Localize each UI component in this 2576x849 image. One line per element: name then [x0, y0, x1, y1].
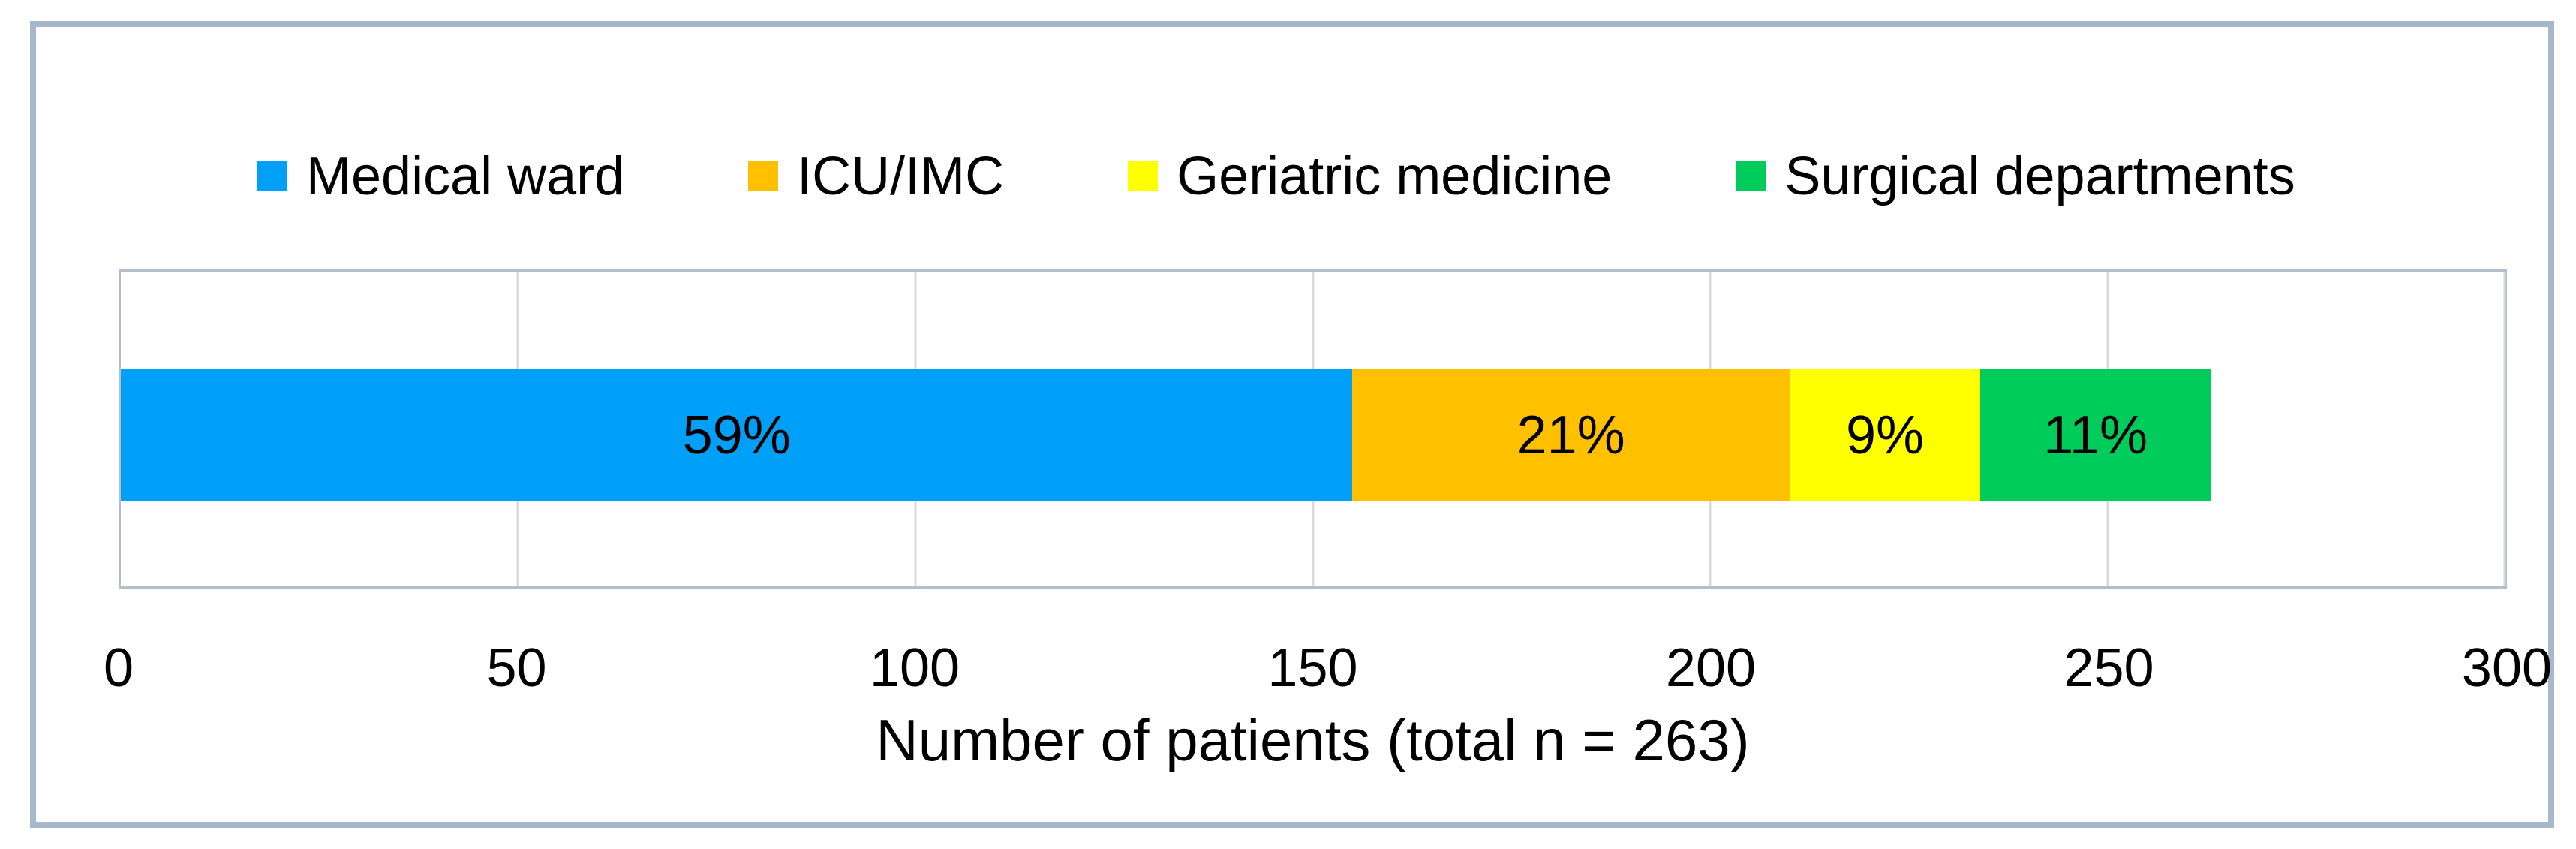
segment-percent-label: 59%	[682, 405, 791, 465]
legend-label: Medical ward	[306, 146, 625, 206]
legend-swatch-icon	[748, 161, 779, 191]
plot-area: 59% 21% 9% 11%	[119, 269, 2507, 589]
x-tick-label-250: 250	[2064, 638, 2154, 698]
legend-swatch-icon	[1128, 161, 1159, 191]
bar-segment-geriatric-medicine: 9%	[1789, 369, 1981, 501]
legend-item-geriatric-medicine: Geriatric medicine	[1128, 149, 1612, 203]
x-axis-title: Number of patients (total n = 263)	[876, 707, 1750, 773]
legend-label: ICU/IMC	[797, 146, 1005, 206]
legend-item-icu-imc: ICU/IMC	[748, 149, 1004, 203]
gridline-300	[2503, 272, 2506, 586]
segment-percent-label: 9%	[1845, 405, 1924, 465]
segment-percent-label: 11%	[2043, 405, 2148, 465]
x-tick-label-0: 0	[103, 638, 134, 698]
x-tick-label-50: 50	[486, 638, 547, 698]
x-tick-label-100: 100	[869, 638, 960, 698]
x-tick-label-300: 300	[2461, 638, 2553, 698]
legend-swatch-icon	[1736, 161, 1766, 191]
legend-label: Geriatric medicine	[1177, 146, 1613, 206]
bar-segment-medical-ward: 59%	[121, 369, 1353, 501]
segment-percent-label: 21%	[1516, 405, 1625, 465]
legend-item-medical-ward: Medical ward	[257, 149, 624, 203]
legend-item-surgical-departments: Surgical departments	[1736, 149, 2295, 203]
bar-segment-icu-imc: 21%	[1352, 369, 1790, 501]
x-tick-label-150: 150	[1267, 638, 1358, 698]
legend-swatch-icon	[257, 161, 287, 191]
bar-segment-surgical-departments: 11%	[1980, 369, 2211, 501]
chart-frame: Medical ward ICU/IMC Geriatric medicine Sur…	[30, 21, 2554, 828]
stacked-bar: 59% 21% 9% 11%	[121, 369, 2505, 501]
x-axis-ticks: 0 50 100 150 200 250 300	[104, 638, 2552, 709]
legend: Medical ward ICU/IMC Geriatric medicine Sur…	[257, 139, 2473, 214]
legend-label: Surgical departments	[1784, 146, 2295, 206]
x-tick-label-200: 200	[1665, 638, 1757, 698]
